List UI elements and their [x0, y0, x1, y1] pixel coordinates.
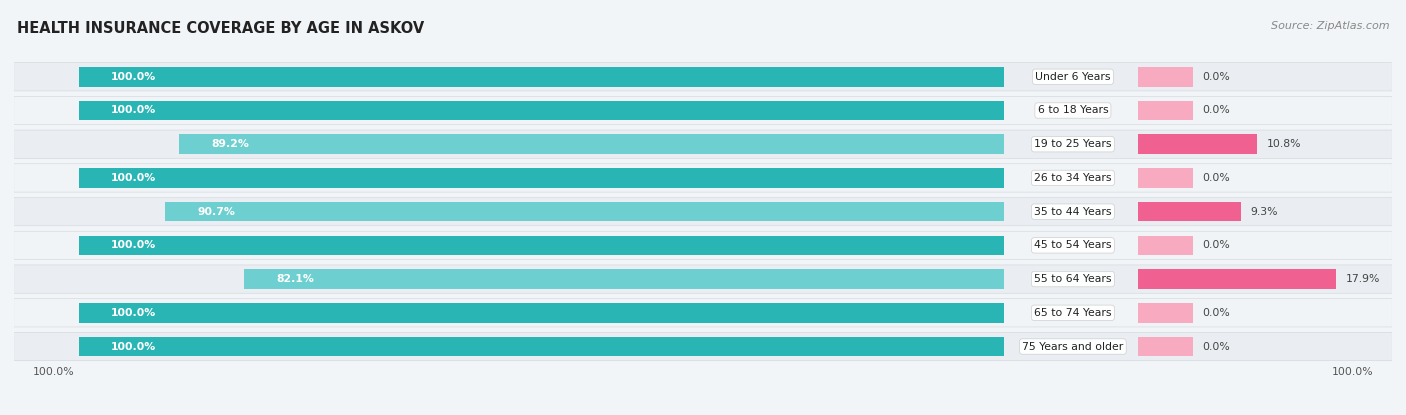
Text: 100.0%: 100.0%: [111, 173, 156, 183]
Bar: [79, 67, 1004, 87]
Bar: [1137, 202, 1241, 222]
Text: 55 to 64 Years: 55 to 64 Years: [1035, 274, 1112, 284]
Text: 100.0%: 100.0%: [111, 308, 156, 318]
Text: 0.0%: 0.0%: [1202, 173, 1230, 183]
Text: 0.0%: 0.0%: [1202, 342, 1230, 352]
Bar: [1137, 134, 1257, 154]
FancyBboxPatch shape: [14, 63, 1392, 91]
FancyBboxPatch shape: [14, 231, 1392, 259]
Bar: [1137, 67, 1194, 87]
Text: Source: ZipAtlas.com: Source: ZipAtlas.com: [1271, 21, 1389, 31]
FancyBboxPatch shape: [14, 332, 1392, 361]
Text: Under 6 Years: Under 6 Years: [1035, 72, 1111, 82]
Text: 100.0%: 100.0%: [111, 105, 156, 115]
FancyBboxPatch shape: [14, 299, 1392, 327]
Text: 19 to 25 Years: 19 to 25 Years: [1035, 139, 1112, 149]
FancyBboxPatch shape: [14, 130, 1392, 159]
Text: 6 to 18 Years: 6 to 18 Years: [1038, 105, 1108, 115]
Bar: [79, 337, 1004, 356]
Text: 100.0%: 100.0%: [111, 342, 156, 352]
Bar: [1137, 236, 1194, 255]
Bar: [1137, 337, 1194, 356]
Bar: [1137, 303, 1194, 322]
Text: 35 to 44 Years: 35 to 44 Years: [1035, 207, 1112, 217]
Bar: [179, 134, 1004, 154]
FancyBboxPatch shape: [14, 164, 1392, 192]
Bar: [1137, 168, 1194, 188]
Text: 0.0%: 0.0%: [1202, 72, 1230, 82]
Bar: [79, 303, 1004, 322]
Text: 100.0%: 100.0%: [32, 367, 75, 377]
Text: 82.1%: 82.1%: [277, 274, 315, 284]
Bar: [79, 101, 1004, 120]
Text: 0.0%: 0.0%: [1202, 308, 1230, 318]
Bar: [245, 269, 1004, 289]
FancyBboxPatch shape: [14, 96, 1392, 124]
Text: 0.0%: 0.0%: [1202, 105, 1230, 115]
FancyBboxPatch shape: [14, 265, 1392, 293]
Text: 75 Years and older: 75 Years and older: [1022, 342, 1123, 352]
Text: 9.3%: 9.3%: [1250, 207, 1278, 217]
Text: 90.7%: 90.7%: [197, 207, 235, 217]
Text: 0.0%: 0.0%: [1202, 240, 1230, 250]
Text: 26 to 34 Years: 26 to 34 Years: [1035, 173, 1112, 183]
Bar: [79, 236, 1004, 255]
Bar: [1137, 101, 1194, 120]
Text: 100.0%: 100.0%: [111, 240, 156, 250]
Text: 65 to 74 Years: 65 to 74 Years: [1035, 308, 1112, 318]
Text: 17.9%: 17.9%: [1346, 274, 1379, 284]
Text: 89.2%: 89.2%: [211, 139, 249, 149]
FancyBboxPatch shape: [14, 198, 1392, 226]
Bar: [79, 168, 1004, 188]
Bar: [1137, 269, 1336, 289]
Text: 10.8%: 10.8%: [1267, 139, 1301, 149]
Text: 45 to 54 Years: 45 to 54 Years: [1035, 240, 1112, 250]
Bar: [165, 202, 1004, 222]
Text: 100.0%: 100.0%: [1331, 367, 1374, 377]
Text: HEALTH INSURANCE COVERAGE BY AGE IN ASKOV: HEALTH INSURANCE COVERAGE BY AGE IN ASKO…: [17, 21, 425, 36]
Text: 100.0%: 100.0%: [111, 72, 156, 82]
